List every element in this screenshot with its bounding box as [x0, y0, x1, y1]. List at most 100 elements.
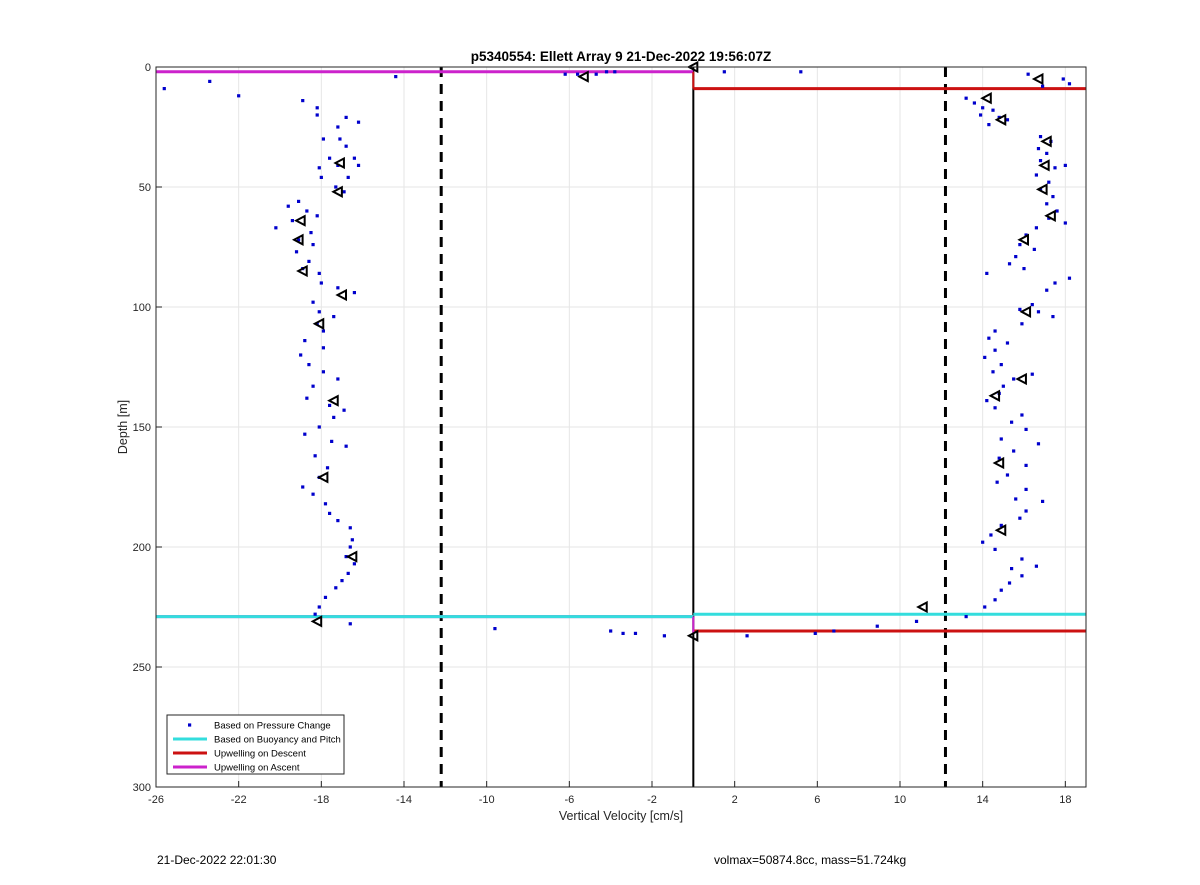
y-tick-label: 100 [133, 302, 151, 314]
x-tick-label: 14 [977, 794, 989, 806]
data-point [334, 586, 338, 590]
data-point [311, 243, 315, 247]
data-point [336, 377, 340, 381]
data-point [1038, 159, 1043, 163]
data-point [989, 533, 993, 537]
data-point [317, 166, 321, 170]
triangle-marker [916, 600, 928, 614]
data-point [317, 310, 321, 314]
triangle-marker [296, 264, 308, 278]
data-point [1018, 243, 1022, 247]
y-tick-label: 300 [133, 782, 151, 794]
data-point [294, 250, 299, 254]
triangle-marker [345, 550, 358, 563]
data-point [987, 123, 991, 127]
y-tick-label: 150 [133, 422, 151, 434]
data-point [1024, 487, 1028, 491]
data-point [352, 291, 356, 295]
data-point [348, 622, 352, 626]
data-point [321, 329, 325, 333]
triangle-marker [577, 70, 589, 83]
triangle-marker [1017, 233, 1029, 246]
data-point [1010, 420, 1014, 424]
triangle-marker [1015, 372, 1027, 386]
data-point [1001, 384, 1005, 388]
data-point [1022, 267, 1026, 271]
data-point [317, 605, 321, 609]
data-point [336, 125, 340, 129]
data-point [613, 70, 617, 74]
data-point [609, 629, 613, 633]
data-point [999, 363, 1003, 367]
x-tick-label: -26 [148, 794, 164, 806]
data-point [1061, 77, 1065, 81]
data-point [348, 545, 352, 549]
y-axis-label: Depth [m] [116, 400, 130, 454]
data-point [875, 624, 879, 628]
data-point [1030, 372, 1034, 376]
data-point [985, 399, 989, 403]
data-point [1012, 449, 1016, 453]
data-point [1012, 377, 1016, 381]
legend-entry-label: Based on Buoyancy and Pitch [214, 735, 341, 746]
data-point [315, 113, 319, 117]
data-point [346, 571, 350, 575]
y-tick-label: 200 [133, 542, 151, 554]
data-point [981, 540, 985, 544]
data-point [344, 144, 348, 148]
data-point [1063, 221, 1067, 225]
data-point [964, 96, 968, 100]
triangle-marker [992, 456, 1005, 470]
data-point [309, 231, 313, 235]
data-point [394, 75, 398, 79]
data-point [303, 432, 307, 436]
data-point [1038, 187, 1043, 191]
data-point [317, 271, 321, 275]
data-point [311, 300, 315, 304]
data-point [1063, 163, 1067, 167]
data-point [274, 226, 278, 230]
data-point [315, 106, 319, 110]
y-tick-label: 0 [145, 62, 151, 74]
data-point [301, 485, 305, 489]
data-point [323, 502, 328, 506]
data-point [328, 156, 332, 160]
triangle-marker [988, 389, 1001, 402]
data-point [301, 99, 305, 103]
data-point [993, 329, 997, 333]
legend-swatch-dot [188, 723, 192, 727]
data-point [999, 437, 1003, 441]
data-point [563, 72, 567, 76]
data-point [993, 547, 997, 551]
data-point [1024, 463, 1028, 467]
data-point [350, 538, 354, 542]
data-point [303, 339, 307, 343]
data-point [344, 444, 348, 448]
buoyancy-pitch-markers [291, 60, 1056, 642]
data-point [1018, 516, 1022, 520]
x-tick-label: -6 [564, 794, 574, 806]
data-point [356, 163, 361, 167]
triangle-marker [335, 288, 347, 302]
data-point [208, 79, 212, 83]
data-point [305, 209, 309, 213]
data-point [162, 87, 166, 91]
data-point [1053, 281, 1057, 285]
data-point [1005, 473, 1010, 477]
data-point [979, 113, 983, 117]
x-tick-label: -2 [647, 794, 657, 806]
data-point [1020, 322, 1024, 326]
data-point [1034, 173, 1038, 177]
data-point [991, 370, 995, 374]
triangle-marker [327, 394, 339, 407]
data-point [323, 595, 328, 599]
data-point [621, 631, 625, 635]
data-point [336, 519, 340, 523]
triangle-marker [1038, 159, 1050, 172]
data-point [1047, 180, 1051, 184]
data-point [914, 619, 919, 623]
triangle-marker [1035, 183, 1048, 196]
data-point [315, 214, 319, 218]
data-point [1045, 288, 1049, 292]
